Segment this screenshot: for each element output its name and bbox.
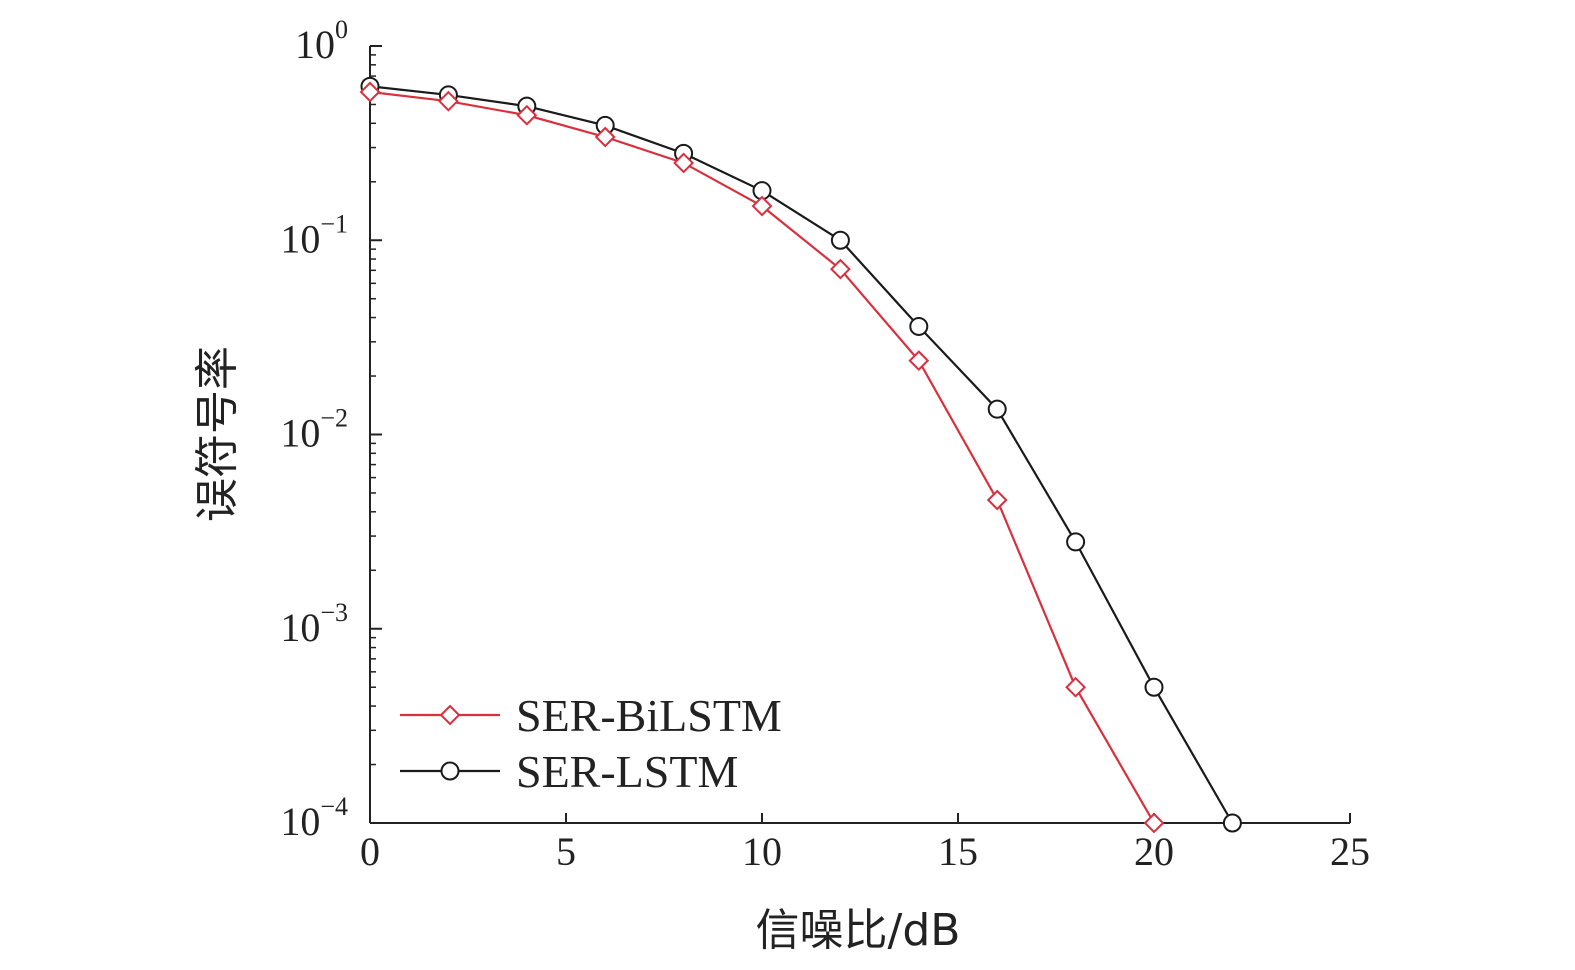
y-tick-label: 10−1: [280, 209, 348, 261]
data-point-diamond: [359, 81, 381, 103]
x-ticks: 0 5 10 15 20 25: [360, 813, 1370, 874]
x-tick-label: 0: [360, 829, 380, 874]
series-ser-bilstm: [359, 81, 1165, 834]
series-layer: [359, 76, 1242, 834]
data-point-circle: [1144, 677, 1164, 697]
series-line: [369, 85, 1234, 824]
data-point-circle: [909, 316, 929, 336]
data-point-diamond: [1143, 812, 1165, 834]
legend-item: SER-LSTM: [400, 746, 738, 797]
data-point-circle: [830, 230, 850, 250]
data-point-diamond: [1065, 676, 1087, 698]
legend-label: SER-BiLSTM: [516, 690, 782, 741]
legend-item: SER-BiLSTM: [400, 690, 782, 741]
series-ser-lstm: [360, 76, 1242, 833]
x-tick-label: 15: [938, 829, 978, 874]
y-axis-title: 误符号率: [192, 346, 243, 522]
y-tick-label: 10−4: [280, 792, 348, 844]
x-tick-label: 20: [1134, 829, 1174, 874]
data-point-diamond: [908, 350, 930, 372]
x-axis-title: 信噪比/dB: [756, 905, 961, 956]
data-point-circle: [1066, 532, 1086, 552]
data-point-circle: [440, 761, 460, 781]
data-point-diamond: [986, 489, 1008, 511]
data-point-circle: [1222, 813, 1242, 833]
data-point-diamond: [439, 704, 461, 726]
data-point-diamond: [437, 90, 459, 112]
data-point-circle: [987, 399, 1007, 419]
legend-label: SER-LSTM: [516, 746, 738, 797]
y-tick-label: 10−3: [280, 598, 348, 650]
x-tick-label: 5: [556, 829, 576, 874]
data-point-diamond: [594, 126, 616, 148]
data-point-diamond: [751, 195, 773, 217]
x-tick-label: 10: [742, 829, 782, 874]
y-ticks: 100 10−1 10−2 10−3 10−4: [280, 15, 382, 844]
x-tick-label: 25: [1330, 829, 1370, 874]
y-tick-label: 100: [295, 15, 348, 67]
axes: 0 5 10 15 20 25 100 10−1 10−2 10−3 10−4: [280, 15, 1370, 874]
data-point-diamond: [673, 152, 695, 174]
data-point-diamond: [829, 258, 851, 280]
y-tick-label: 10−2: [280, 404, 348, 456]
data-point-diamond: [516, 104, 538, 126]
